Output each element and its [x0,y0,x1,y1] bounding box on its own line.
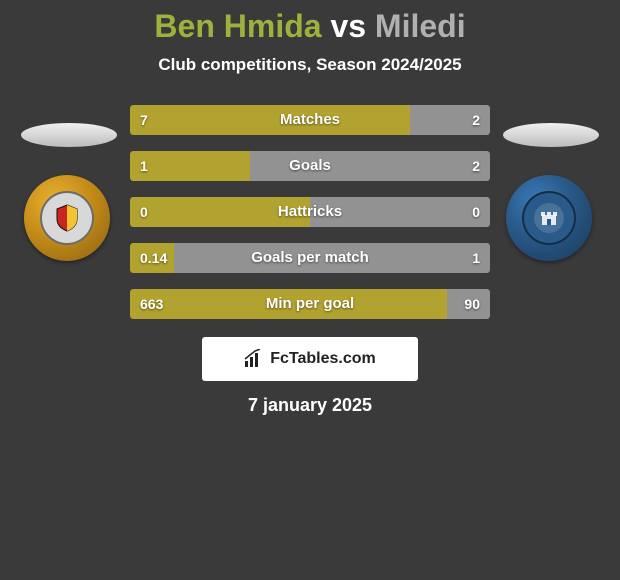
bar-label: Goals [130,151,490,181]
chart-icon [244,349,264,369]
bar-row: 0.141Goals per match [130,243,490,273]
club-badge-right [506,175,592,261]
shadow-right [503,123,599,147]
bar-label: Matches [130,105,490,135]
bar-row: 72Matches [130,105,490,135]
shield-icon [52,203,82,233]
bar-row: 12Goals [130,151,490,181]
bar-row: 66390Min per goal [130,289,490,319]
shadow-left [21,123,117,147]
vs-text: vs [330,8,366,44]
badge-right-wrap [506,175,596,261]
footer-box: FcTables.com [202,337,418,381]
player2-name: Miledi [375,8,466,44]
bar-label: Hattricks [130,197,490,227]
club-badge-right-inner [522,191,576,245]
bar-label: Goals per match [130,243,490,273]
castle-icon [532,201,566,235]
main-container: Ben Hmida vs Miledi Club competitions, S… [0,0,620,580]
bar-label: Min per goal [130,289,490,319]
bars-container: 72Matches 12Goals 00Hattricks 0.141Goals pe… [130,105,490,319]
club-badge-left-inner [40,191,94,245]
badge-left-wrap [24,175,114,261]
date-text: 7 january 2025 [0,395,620,416]
title-row: Ben Hmida vs Miledi [0,8,620,45]
bar-row: 00Hattricks [130,197,490,227]
footer-text: FcTables.com [270,350,376,368]
player1-name: Ben Hmida [154,8,321,44]
subtitle: Club competitions, Season 2024/2025 [0,55,620,75]
club-badge-left [24,175,110,261]
